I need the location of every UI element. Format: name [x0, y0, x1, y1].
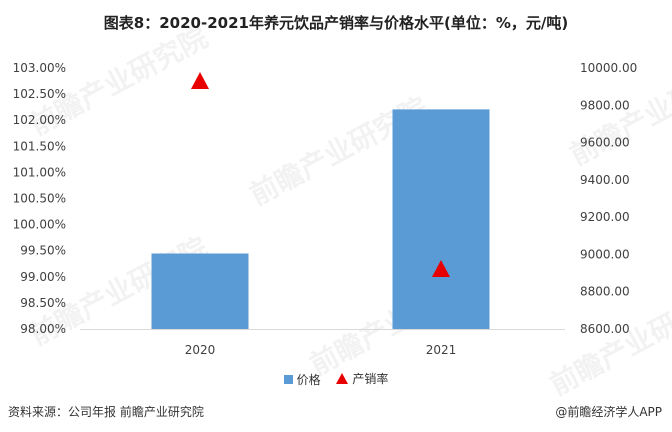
right-tick-label: 9200.00 — [580, 210, 630, 224]
left-tick-label: 100.00% — [13, 218, 66, 232]
credit-note: @前瞻经济学人APP — [555, 405, 662, 419]
legend-bar-swatch — [283, 375, 293, 384]
chart-title: 图表8：2020-2021年养元饮品产销率与价格水平(单位：%，元/吨) — [103, 14, 569, 32]
right-tick-label: 9000.00 — [580, 247, 630, 261]
x-tick-label: 2020 — [185, 343, 216, 357]
legend-triangle-swatch — [336, 373, 349, 384]
rate-marker — [191, 72, 209, 90]
legend-label-price: 价格 — [296, 373, 321, 387]
right-tick-label: 10000.00 — [580, 61, 637, 75]
left-tick-label: 102.00% — [13, 113, 66, 127]
right-tick-label: 8600.00 — [580, 322, 630, 336]
left-tick-label: 99.50% — [20, 244, 66, 258]
left-tick-label: 98.50% — [20, 296, 66, 310]
left-tick-label: 103.00% — [13, 61, 66, 75]
left-tick-label: 101.00% — [13, 165, 66, 179]
legend-item-price: 价格 — [283, 371, 321, 388]
right-tick-label: 9600.00 — [580, 136, 630, 150]
chart-canvas: 98.00% 98.50% 99.00% 99.50% 100.00% 100.50% 10… — [13, 61, 638, 357]
left-tick-label: 100.50% — [13, 192, 66, 206]
x-tick-label: 2021 — [426, 343, 457, 357]
price-bar — [151, 253, 249, 329]
left-tick-label: 102.50% — [13, 87, 66, 101]
right-tick-label: 9400.00 — [580, 173, 630, 187]
rate-marker — [432, 259, 450, 277]
legend-label-rate: 产销率 — [352, 372, 389, 386]
left-tick-label: 99.00% — [20, 270, 66, 284]
source-note: 资料来源：公司年报 前瞻产业研究院 — [8, 405, 204, 419]
right-tick-label: 9800.00 — [580, 98, 630, 112]
price-bar — [392, 109, 490, 329]
right-tick-label: 8800.00 — [580, 285, 630, 299]
legend: 价格 产销率 — [0, 370, 672, 388]
legend-item-rate: 产销率 — [336, 370, 388, 387]
left-tick-label: 98.00% — [20, 322, 66, 336]
left-tick-label: 101.50% — [13, 139, 66, 153]
